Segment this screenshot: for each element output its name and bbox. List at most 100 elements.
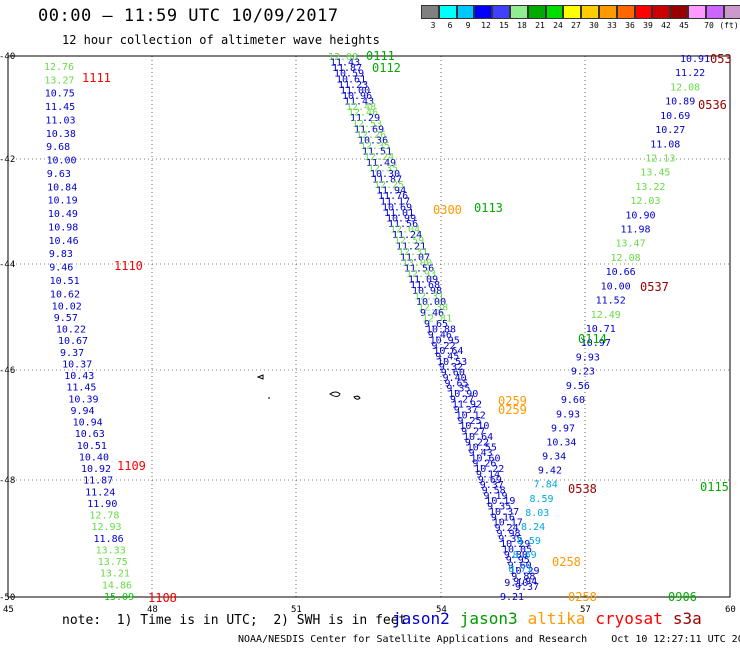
swh-value: 11.87 bbox=[332, 63, 362, 74]
swh-value: 11.87 bbox=[372, 174, 402, 185]
swh-value: 9.24 bbox=[495, 523, 519, 534]
legend-swatch bbox=[670, 5, 688, 19]
lat-label: -42 bbox=[0, 155, 15, 165]
swh-value: 9.68 bbox=[46, 142, 70, 153]
pass-time-label: 0115 bbox=[700, 480, 729, 494]
swh-value: 13.47 bbox=[615, 239, 645, 250]
swh-value: 10.00 bbox=[46, 156, 76, 167]
swh-value: 12.08 bbox=[670, 82, 700, 93]
swh-value: 10.00 bbox=[416, 297, 446, 308]
swh-value: 10.29 bbox=[509, 566, 539, 577]
swh-value: 12.46 bbox=[348, 108, 378, 119]
legend-swatch bbox=[581, 5, 599, 19]
swh-value: 11.98 bbox=[620, 225, 650, 236]
swh-value: 10.98 bbox=[412, 286, 442, 297]
swh-value: 11.68 bbox=[410, 280, 440, 291]
swh-value: 11.08 bbox=[650, 139, 680, 150]
swh-value: 9.37 bbox=[480, 480, 504, 491]
island-crozet-west bbox=[256, 374, 264, 380]
swh-value: 11.52 bbox=[596, 296, 626, 307]
satellite-key: jason2 jason3 altika cryosat s3a bbox=[392, 609, 712, 628]
footnote: note: 1) Time is in UTC; 2) SWH is in fe… bbox=[62, 613, 407, 628]
swh-value: 10.39 bbox=[68, 394, 98, 405]
swh-value: 10.67 bbox=[58, 336, 88, 347]
legend-swatch bbox=[616, 5, 635, 19]
islands bbox=[256, 374, 361, 400]
swh-value: 12.53 bbox=[352, 119, 382, 130]
swh-value: 9.27 bbox=[450, 394, 474, 405]
swh-value: 9.43 bbox=[469, 448, 493, 459]
swh-value: 11.07 bbox=[400, 252, 430, 263]
swh-value: 10.64 bbox=[463, 432, 493, 443]
swh-value: 12.35 bbox=[360, 141, 390, 152]
swh-value: 12.78 bbox=[89, 511, 119, 522]
swh-value: 8.24 bbox=[521, 522, 545, 533]
swh-value: 9.14 bbox=[476, 469, 500, 480]
swh-value: 11.43 bbox=[330, 58, 360, 69]
swh-value: 9.56 bbox=[566, 381, 590, 392]
swh-value: 10.17 bbox=[493, 518, 523, 529]
island-crozet-east bbox=[329, 391, 341, 397]
legend-swatches bbox=[421, 5, 740, 19]
swh-value: 10.02 bbox=[52, 301, 82, 312]
legend-swatch bbox=[438, 5, 457, 19]
swh-value: 12.13 bbox=[645, 153, 675, 164]
lat-label: -44 bbox=[0, 260, 15, 270]
swh-value: 11.90 bbox=[87, 499, 117, 510]
swh-value: 11.43 bbox=[344, 97, 374, 108]
legend-swatch bbox=[652, 5, 671, 19]
swh-value: 11.56 bbox=[388, 219, 418, 230]
legend-label: 70 bbox=[704, 21, 714, 30]
legend-swatch bbox=[509, 5, 528, 19]
swh-value: 10.92 bbox=[81, 464, 111, 475]
swh-value: 9.37 bbox=[515, 582, 539, 593]
legend-label: 33 bbox=[607, 21, 617, 30]
legend-swatch bbox=[456, 5, 475, 19]
pass-time-label: 0114 bbox=[578, 332, 607, 346]
swh-value: 9.35 bbox=[498, 534, 522, 545]
satellite-name: s3a bbox=[672, 609, 702, 628]
swh-value: 12.35 bbox=[368, 163, 398, 174]
swh-value: 10.88 bbox=[426, 325, 456, 336]
swh-value: 11.92 bbox=[452, 400, 482, 411]
swh-value: 10.95 bbox=[430, 335, 460, 346]
swh-value: 10.64 bbox=[433, 346, 463, 357]
swh-value: 9.46 bbox=[428, 330, 452, 341]
pass-time-label: 0538 bbox=[568, 482, 597, 496]
legend-swatch bbox=[527, 5, 546, 19]
swh-value: 12.31 bbox=[398, 247, 428, 258]
swh-value: 12.76 bbox=[44, 62, 74, 73]
swh-value: 10.43 bbox=[64, 371, 94, 382]
pass-time-label: 0113 bbox=[474, 201, 503, 215]
swh-value: 8.59 bbox=[517, 536, 541, 547]
swh-value: 11.94 bbox=[376, 186, 406, 197]
swh-value: 10.51 bbox=[77, 441, 107, 452]
swh-value: 10.22 bbox=[474, 464, 504, 475]
swh-value: 10.69 bbox=[660, 111, 690, 122]
swh-value: 10.90 bbox=[448, 389, 478, 400]
swh-value: 11.23 bbox=[338, 80, 368, 91]
lon-label: 48 bbox=[147, 605, 158, 615]
swh-value: 10.40 bbox=[79, 452, 109, 463]
swh-value: 9.46 bbox=[420, 308, 444, 319]
swh-value: 9.26 bbox=[472, 459, 496, 470]
lat-label: -46 bbox=[0, 366, 15, 376]
swh-value: 8.59 bbox=[529, 494, 553, 505]
swh-value: 10.19 bbox=[485, 496, 515, 507]
swh-value: 9.60 bbox=[561, 395, 585, 406]
swh-value: 11.56 bbox=[404, 264, 434, 275]
swh-value: 11.09 bbox=[408, 275, 438, 286]
swh-value: 10.30 bbox=[370, 169, 400, 180]
swh-value: 9.23 bbox=[571, 367, 595, 378]
swh-value: 11.45 bbox=[45, 102, 75, 113]
swh-value: 9.21 bbox=[500, 592, 524, 603]
pass-time-label: 0906 bbox=[668, 590, 697, 604]
swh-value: 9.19 bbox=[483, 491, 507, 502]
swh-value: 11.22 bbox=[675, 68, 705, 79]
swh-value: 10.59 bbox=[334, 69, 364, 80]
swh-value: 11.24 bbox=[392, 230, 422, 241]
pass-time-label: 1109 bbox=[117, 459, 146, 473]
swh-value: 9.45 bbox=[435, 351, 459, 362]
swh-value: 12.31 bbox=[414, 291, 444, 302]
swh-value: 11.24 bbox=[85, 487, 115, 498]
